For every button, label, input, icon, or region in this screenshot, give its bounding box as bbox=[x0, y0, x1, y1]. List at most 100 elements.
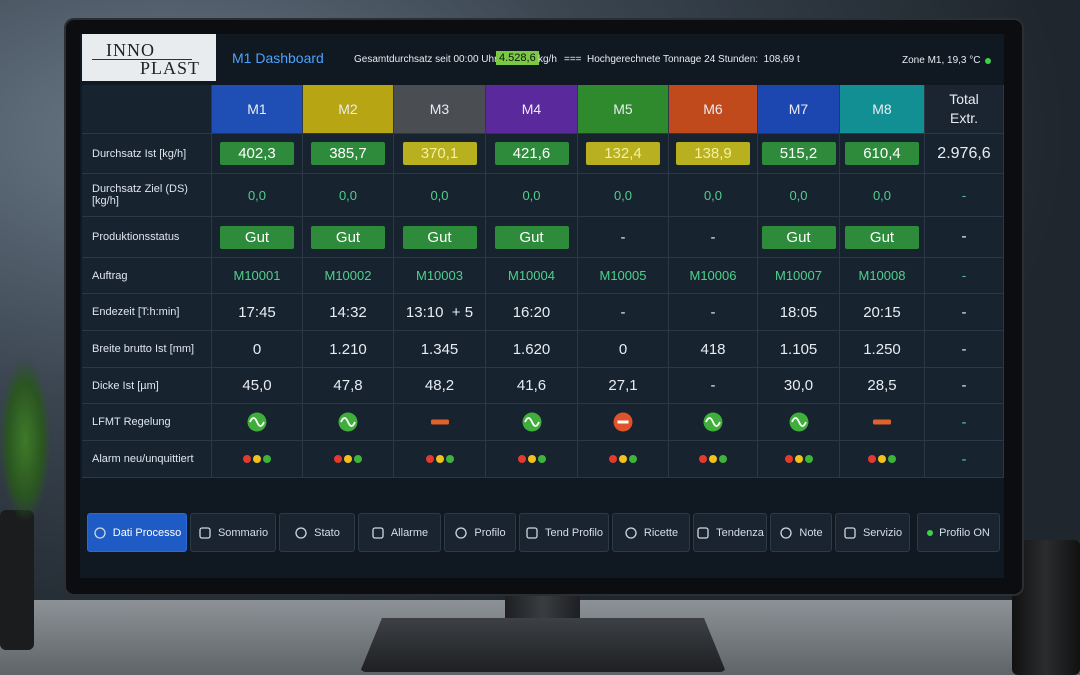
separator: === bbox=[564, 54, 582, 65]
cell-value: Gut bbox=[494, 225, 569, 249]
nav-button[interactable]: Stato bbox=[279, 513, 355, 552]
cell: - bbox=[925, 331, 1004, 368]
cell bbox=[669, 404, 758, 441]
cell-value: Gut bbox=[845, 225, 919, 249]
cell-value: Gut bbox=[220, 225, 294, 249]
cell: 0,0 bbox=[669, 174, 758, 217]
forecast: Hochgerechnete Tonnage 24 Stunden: 108,6… bbox=[587, 54, 800, 65]
nav-icon-shape bbox=[372, 526, 384, 539]
cell: 18:05 bbox=[758, 294, 840, 331]
alarm-light bbox=[878, 455, 886, 463]
nav-button[interactable]: Profilo bbox=[444, 513, 516, 552]
nav-button[interactable]: Servizio bbox=[835, 513, 910, 552]
cell-value: 16:20 bbox=[512, 303, 551, 321]
logo-line bbox=[92, 59, 192, 60]
cell: 370,1 bbox=[394, 134, 486, 174]
alarm-light bbox=[888, 455, 896, 463]
nav-button[interactable]: Tendenza bbox=[693, 513, 767, 552]
cell: 515,2 bbox=[758, 134, 840, 174]
cell: 28,5 bbox=[840, 368, 925, 404]
cell-value: 418 bbox=[700, 340, 726, 358]
nav-button[interactable]: Note bbox=[770, 513, 832, 552]
icon-wave bbox=[790, 417, 807, 427]
cell: 0,0 bbox=[840, 174, 925, 217]
status-icon bbox=[873, 419, 891, 425]
row-label: Breite brutto Ist [mm] bbox=[82, 331, 212, 368]
column-header: M1 bbox=[212, 85, 303, 134]
cell: - bbox=[669, 217, 758, 258]
nav-icon bbox=[625, 526, 637, 539]
cell-value: - bbox=[961, 450, 967, 468]
nav-button[interactable]: Sommario bbox=[190, 513, 276, 552]
cell: - bbox=[578, 294, 669, 331]
cup bbox=[1012, 540, 1080, 675]
cell bbox=[840, 441, 925, 478]
cell-value: 0 bbox=[252, 340, 262, 358]
cell: 27,1 bbox=[578, 368, 669, 404]
cell: 14:32 bbox=[303, 294, 394, 331]
alarm-light bbox=[619, 455, 627, 463]
cell-value: 370,1 bbox=[402, 142, 477, 165]
cell: M10004 bbox=[486, 258, 578, 294]
row-label: Produktionsstatus bbox=[82, 217, 212, 258]
alarm-light bbox=[435, 455, 444, 463]
cell: 418 bbox=[669, 331, 758, 368]
nav-icon bbox=[697, 526, 709, 539]
cell: 45,0 bbox=[212, 368, 303, 404]
alarm-light bbox=[699, 455, 707, 463]
cell: - bbox=[925, 368, 1004, 404]
column-header: Total Extr. bbox=[925, 85, 1004, 134]
cell: 132,4 bbox=[578, 134, 669, 174]
cell-value: 1.210 bbox=[329, 340, 367, 358]
cell bbox=[758, 441, 840, 478]
cell: M10002 bbox=[303, 258, 394, 294]
nav-icon bbox=[780, 526, 793, 539]
nav-icon bbox=[199, 526, 211, 539]
cell bbox=[578, 404, 669, 441]
cell-value: 20:15 bbox=[863, 303, 901, 321]
cell-value: - bbox=[620, 228, 626, 246]
cell bbox=[578, 441, 669, 478]
column-header: M6 bbox=[669, 85, 758, 134]
cell: Gut bbox=[840, 217, 925, 258]
cell: 402,3 bbox=[212, 134, 303, 174]
cell: 17:45 bbox=[212, 294, 303, 331]
nav-label: Stato bbox=[314, 526, 340, 539]
cell-value: 41,6 bbox=[516, 377, 547, 394]
cell-value: Gut bbox=[402, 225, 477, 249]
cell-value: 0,0 bbox=[872, 187, 892, 203]
cell-value: 0,0 bbox=[703, 187, 723, 203]
cell-value: 47,8 bbox=[333, 377, 363, 394]
alarm-light bbox=[719, 455, 727, 463]
status-icon bbox=[425, 455, 454, 463]
nav-button[interactable]: Tend Profilo bbox=[519, 513, 609, 552]
nav-button[interactable]: Dati Processo bbox=[87, 513, 187, 552]
cell: M10003 bbox=[394, 258, 486, 294]
nav-button[interactable]: Allarme bbox=[358, 513, 441, 552]
cell-value: 0 bbox=[618, 340, 628, 358]
profile-label: Profilo ON bbox=[939, 526, 990, 539]
icon-dash bbox=[873, 419, 891, 425]
cell-value: - bbox=[961, 413, 967, 431]
column-header: M3 bbox=[394, 85, 486, 134]
alarm-light bbox=[253, 455, 261, 463]
alarm-light bbox=[334, 455, 342, 463]
cell bbox=[758, 404, 840, 441]
cell-value: M10003 bbox=[416, 268, 463, 283]
icon-wave bbox=[705, 417, 721, 427]
profile-indicator bbox=[927, 529, 934, 536]
profile-status[interactable]: Profilo ON bbox=[917, 513, 1000, 552]
nav-label: Servizio bbox=[862, 526, 903, 539]
cell bbox=[486, 404, 578, 441]
cell-value: M10006 bbox=[689, 268, 737, 283]
cell bbox=[486, 441, 578, 478]
cell-value: 421,6 bbox=[494, 142, 569, 165]
nav-button[interactable]: Ricette bbox=[612, 513, 690, 552]
icon-wave bbox=[340, 417, 356, 427]
nav-icon bbox=[526, 526, 538, 539]
status-icon bbox=[613, 412, 633, 432]
status-icon bbox=[699, 455, 727, 463]
nav-label: Dati Processo bbox=[112, 526, 182, 539]
cell-value: - bbox=[710, 228, 716, 246]
nav-label: Note bbox=[799, 526, 823, 539]
